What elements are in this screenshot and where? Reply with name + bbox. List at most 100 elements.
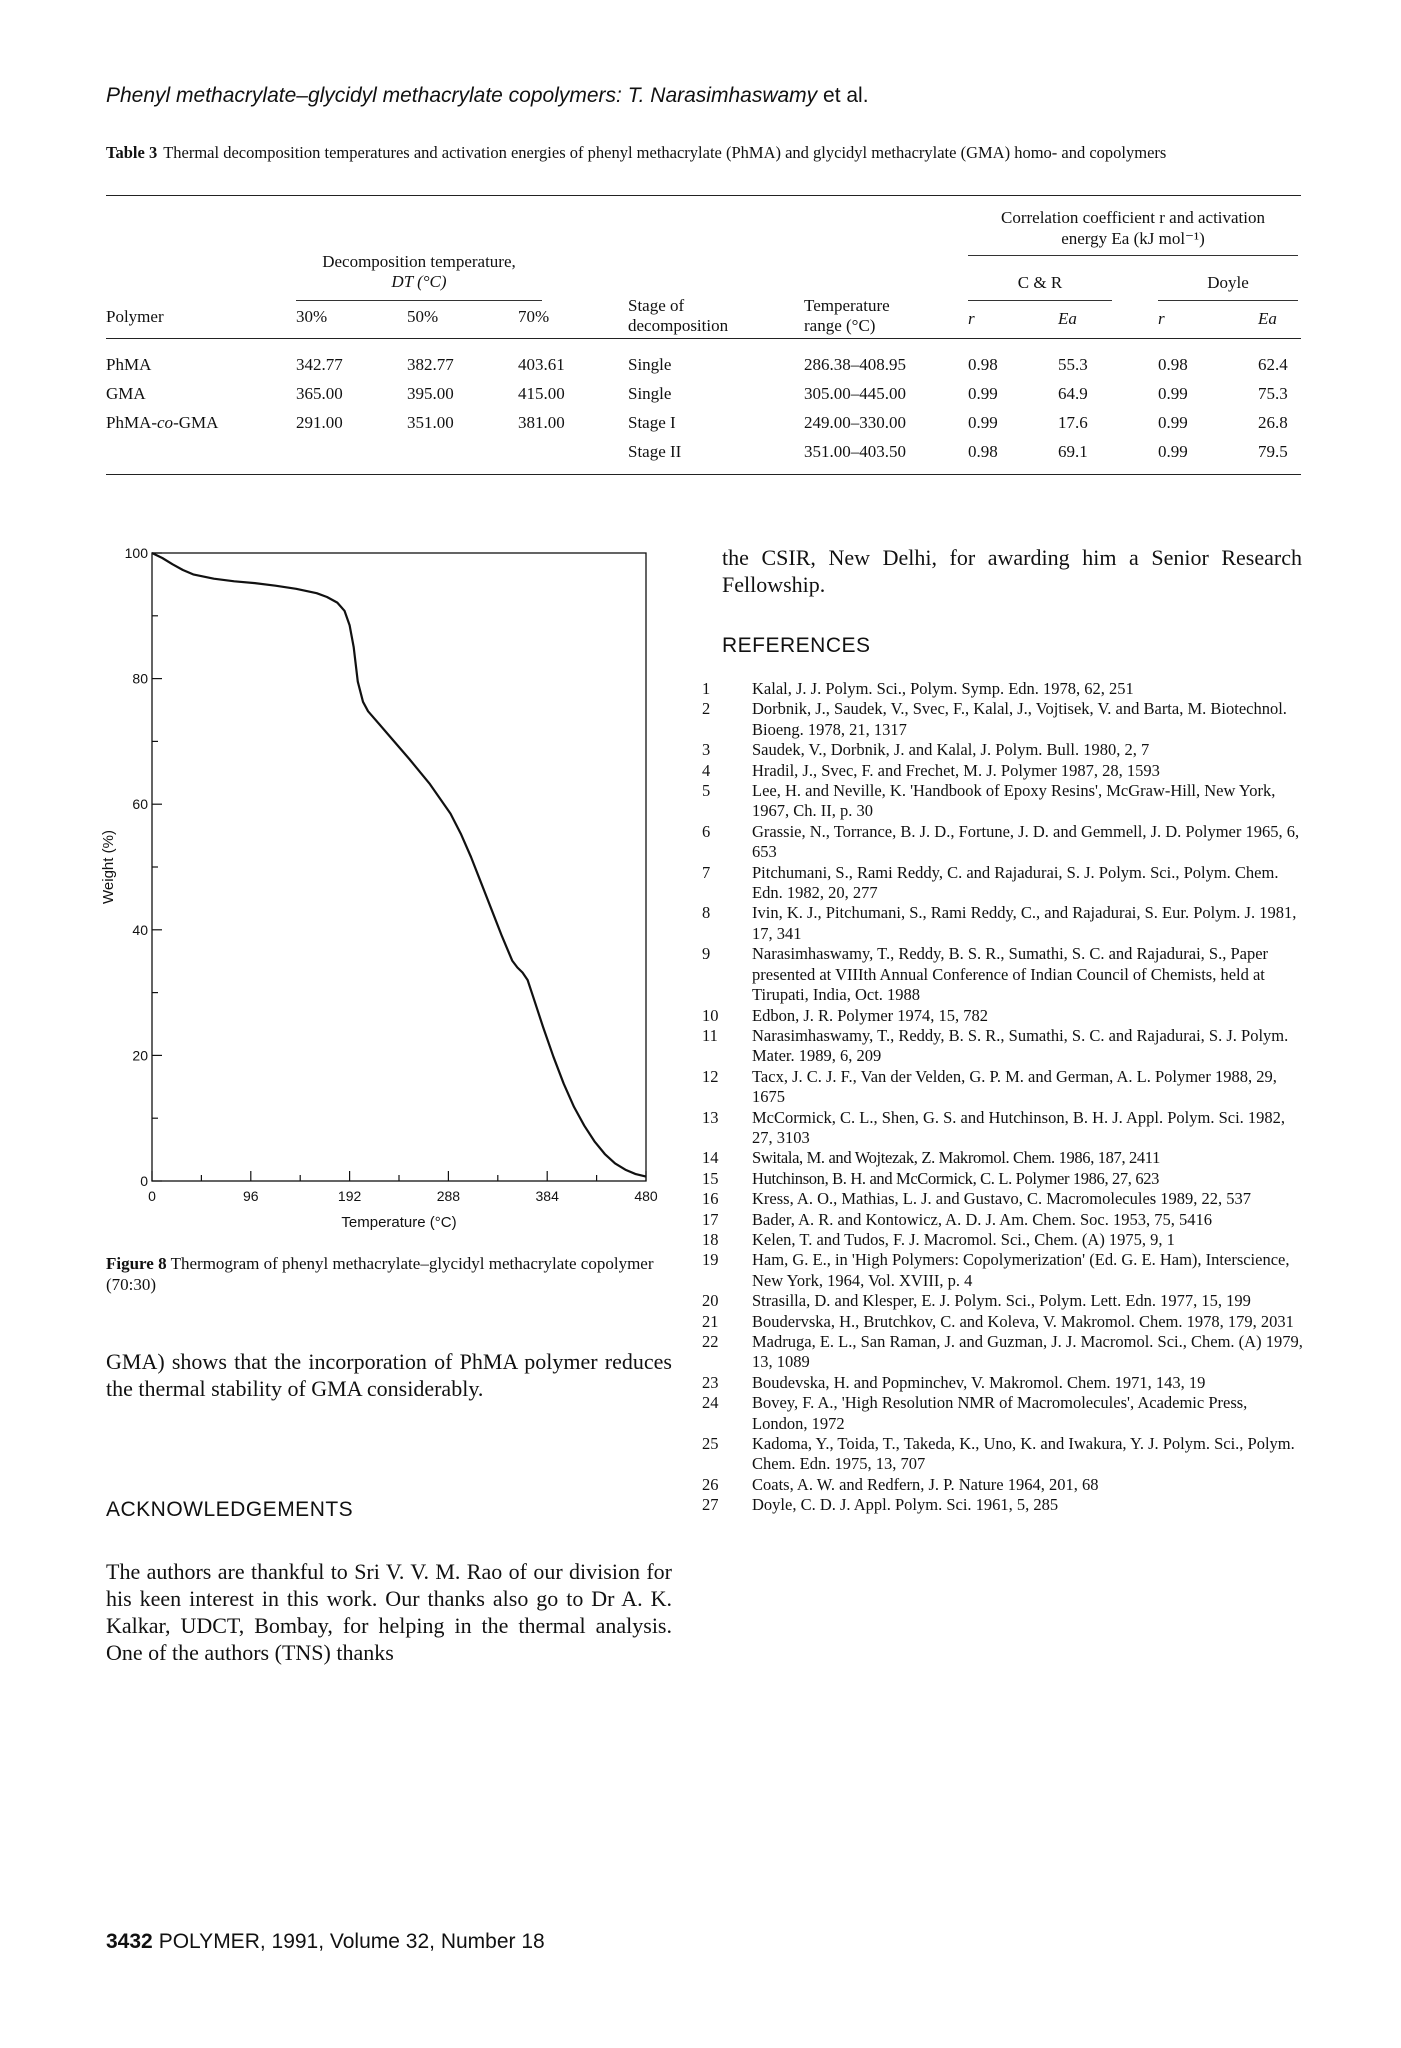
cell-t30: 365.00: [296, 384, 343, 403]
reference-item: 17 Bader, A. R. and Kontowicz, A. D. J. A…: [700, 1210, 1305, 1230]
reference-text: Tacx, J. C. J. F., Van der Velden, G. P.…: [752, 1066, 1277, 1107]
cell-stage: Single: [628, 355, 672, 374]
reference-text: Grassie, N., Torrance, B. J. D., Fortune…: [752, 821, 1300, 862]
cell-t30: 291.00: [296, 413, 343, 432]
reference-number: 4: [702, 760, 711, 780]
x-tick-label: 96: [243, 1188, 259, 1204]
reference-number: 27: [702, 1495, 719, 1515]
reference-text: Kelen, T. and Tudos, F. J. Macromol. Sci…: [752, 1229, 1175, 1249]
reference-item: 13 McCormick, C. L., Shen, G. S. and Hutc…: [700, 1108, 1305, 1149]
reference-item: 11 Narasimhaswamy, T., Reddy, B. S. R., S…: [700, 1026, 1305, 1067]
reference-number: 18: [702, 1229, 719, 1249]
reference-text: Madruga, E. L., San Raman, J. and Guzman…: [752, 1332, 1303, 1372]
x-tick-label: 288: [437, 1188, 461, 1204]
decomp-subrule: [296, 300, 542, 301]
reference-item: 5 Lee, H. and Neville, K. 'Handbook of Ep…: [700, 781, 1305, 822]
reference-text: Doyle, C. D. J. Appl. Polym. Sci. 1961, …: [752, 1495, 1059, 1515]
y-tick-label: 20: [132, 1047, 148, 1063]
hdr-70: 70%: [518, 307, 550, 326]
y-axis-label: Weight (%): [100, 830, 117, 904]
cell-cr-ea: 17.6: [1058, 413, 1088, 432]
cell-range: 351.00–403.50: [804, 442, 906, 461]
reference-number: 17: [702, 1209, 719, 1229]
y-tick-label: 0: [140, 1173, 148, 1189]
reference-number: 21: [702, 1311, 719, 1331]
reference-number: 12: [702, 1066, 719, 1086]
reference-text: Hradil, J., Svec, F. and Frechet, M. J. …: [752, 760, 1160, 780]
hdr-cr-r: r: [968, 309, 975, 328]
hdr-range-1: Temperature: [804, 296, 890, 315]
reference-number: 5: [702, 781, 711, 801]
cell-d-ea: 62.4: [1258, 355, 1288, 374]
cell-range: 305.00–445.00: [804, 384, 906, 403]
reference-item: 10 Edbon, J. R. Polymer 1974, 15, 782: [700, 1006, 1305, 1026]
cell-d-r: 0.99: [1158, 413, 1188, 432]
x-tick-label: 384: [536, 1188, 560, 1204]
reference-number: 22: [702, 1332, 719, 1351]
reference-number: 23: [702, 1372, 719, 1392]
hdr-stage-1: Stage of: [628, 296, 685, 315]
hdr-range-2: range (°C): [804, 316, 876, 335]
reference-item: 25 Kadoma, Y., Toida, T., Takeda, K., Uno…: [700, 1434, 1305, 1475]
body-paragraph-csir: the CSIR, New Delhi, for awarding him a …: [722, 545, 1302, 597]
reference-number: 11: [702, 1025, 718, 1045]
cell-polymer: PhMA: [106, 355, 152, 374]
y-tick-label: 100: [125, 545, 149, 561]
references-heading: REFERENCES: [722, 634, 871, 657]
reference-item: 14 Switala, M. and Wojtezak, Z. Makromol.…: [700, 1148, 1305, 1168]
reference-item: 6 Grassie, N., Torrance, B. J. D., Fortun…: [700, 822, 1305, 863]
reference-text: Narasimhaswamy, T., Reddy, B. S. R., Sum…: [752, 944, 1269, 1005]
cell-d-ea: 26.8: [1258, 413, 1288, 432]
reference-text: Strasilla, D. and Klesper, E. J. Polym. …: [752, 1291, 1251, 1311]
reference-text: Edbon, J. R. Polymer 1974, 15, 782: [752, 1005, 989, 1025]
corr-subrule: [968, 255, 1298, 256]
cell-polymer: GMA: [106, 384, 146, 403]
table-header-rule: [106, 338, 1301, 339]
table-top-rule: [106, 195, 1301, 196]
reference-number: 14: [702, 1148, 719, 1168]
reference-item: 19 Ham, G. E., in 'High Polymers: Copolym…: [700, 1250, 1305, 1291]
hdr-polymer: Polymer: [106, 307, 164, 326]
reference-text: Dorbnik, J., Saudek, V., Svec, F., Kalal…: [752, 699, 1287, 739]
acknowledgements-paragraph: The authors are thankful to Sri V. V. M.…: [106, 1559, 672, 1665]
reference-text: Narasimhaswamy, T., Reddy, B. S. R., Sum…: [752, 1025, 1289, 1066]
journal-info: POLYMER, 1991, Volume 32, Number 18: [158, 1930, 545, 1953]
reference-number: 19: [702, 1250, 719, 1270]
reference-text: Ivin, K. J., Pitchumani, S., Rami Reddy,…: [752, 903, 1297, 943]
hdr-decomp-1: Decomposition temperature,: [322, 252, 516, 271]
hdr-cr: C & R: [1017, 273, 1063, 292]
reference-item: 4 Hradil, J., Svec, F. and Frechet, M. J.…: [700, 761, 1305, 781]
running-head-etal: et al.: [823, 84, 869, 107]
cr-subrule: [968, 300, 1112, 301]
reference-item: 18 Kelen, T. and Tudos, F. J. Macromol. S…: [700, 1230, 1305, 1250]
hdr-30: 30%: [296, 307, 328, 326]
hdr-cr-ea: Ea: [1058, 309, 1077, 328]
reference-text: Lee, H. and Neville, K. 'Handbook of Epo…: [752, 781, 1276, 821]
reference-item: 21 Boudervska, H., Brutchkov, C. and Kole…: [700, 1312, 1305, 1332]
reference-text: McCormick, C. L., Shen, G. S. and Hutchi…: [752, 1107, 1286, 1147]
y-tick-label: 40: [132, 922, 148, 938]
reference-text: Coats, A. W. and Redfern, J. P. Nature 1…: [752, 1474, 1099, 1494]
cell-cr-ea: 64.9: [1058, 384, 1088, 403]
y-tick-label: 80: [132, 671, 148, 687]
cell-d-r: 0.99: [1158, 442, 1188, 461]
reference-text: Switala, M. and Wojtezak, Z. Makromol. C…: [752, 1148, 1160, 1168]
reference-text: Ham, G. E., in 'High Polymers: Copolymer…: [752, 1250, 1290, 1290]
reference-number: 20: [702, 1291, 719, 1311]
cell-polymer: PhMA-co-GMA: [106, 413, 219, 432]
page-number: 3432: [106, 1930, 153, 1953]
reference-item: 15 Hutchinson, B. H. and McCormick, C. L.…: [700, 1169, 1305, 1189]
running-head: Phenyl methacrylate–glycidyl methacrylat…: [106, 84, 869, 108]
cell-t70: 381.00: [518, 413, 565, 432]
reference-item: 7 Pitchumani, S., Rami Reddy, C. and Raja…: [700, 863, 1305, 904]
hdr-corr-2: energy Ea (kJ mol⁻¹): [1061, 229, 1205, 248]
thermogram-line: [151, 552, 647, 1178]
cell-stage: Stage I: [628, 413, 676, 432]
hdr-50: 50%: [407, 307, 439, 326]
hdr-doyle-r: r: [1158, 309, 1165, 328]
x-tick-label: 0: [148, 1188, 156, 1204]
cell-cr-r: 0.99: [968, 384, 998, 403]
reference-number: 8: [702, 903, 711, 923]
cell-t70: 415.00: [518, 384, 565, 403]
